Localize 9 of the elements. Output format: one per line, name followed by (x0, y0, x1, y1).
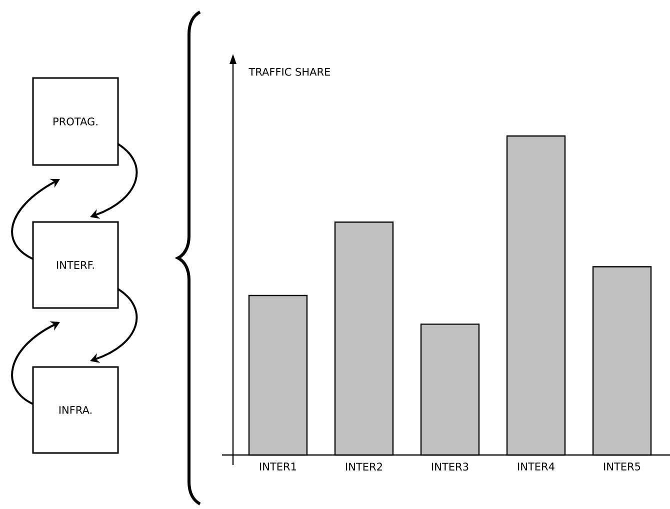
text: TRAFFIC SHARE (248, 68, 330, 76)
x-tick-label: INTER2 (346, 462, 382, 470)
text: PROTAG. (54, 118, 98, 126)
x-tick-label: INTER5 (604, 462, 640, 470)
text: INTERF. (57, 261, 94, 269)
text: INFRA. (59, 406, 92, 414)
x-tick-label: INTER3 (432, 462, 468, 471)
x-tick-label: INTER4 (518, 462, 554, 470)
x-tick-label: INTER1 (260, 462, 296, 470)
